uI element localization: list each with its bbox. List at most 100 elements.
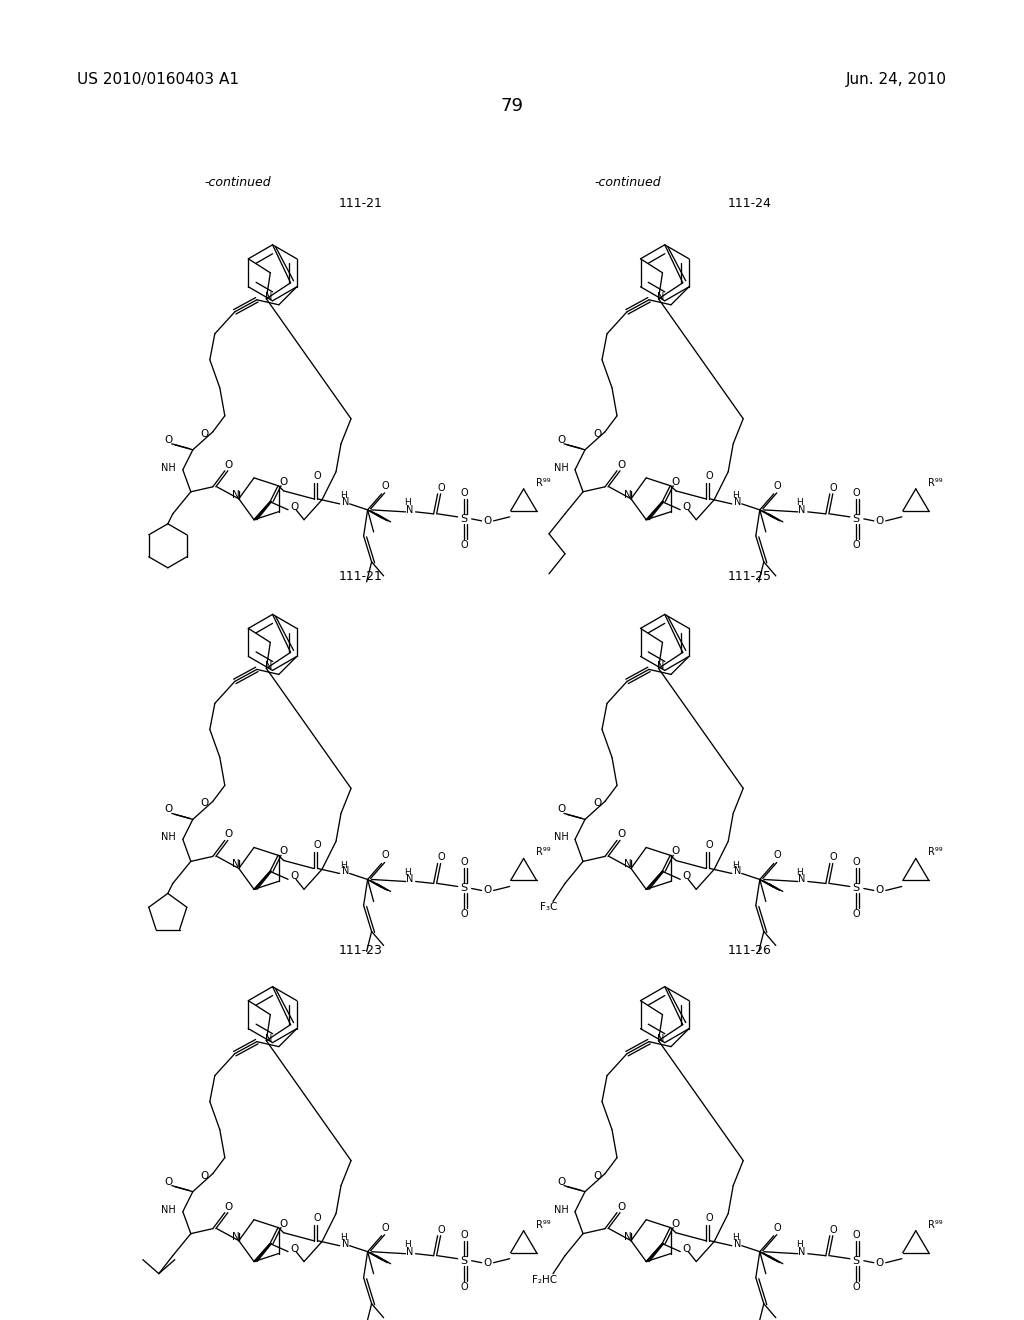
Text: O: O [706, 841, 714, 850]
Text: 111-23: 111-23 [339, 944, 382, 957]
Text: O: O [165, 1176, 173, 1187]
Text: N: N [625, 1232, 632, 1242]
Text: H: H [340, 861, 347, 870]
Text: N: N [232, 1232, 240, 1242]
Text: H: H [404, 499, 411, 507]
Text: N: N [406, 504, 414, 515]
Text: O: O [593, 799, 601, 808]
Text: O: O [483, 1258, 492, 1267]
Text: N: N [798, 1246, 806, 1257]
Text: O: O [774, 480, 781, 491]
Text: H: H [797, 1241, 803, 1249]
Text: O: O [853, 1230, 860, 1239]
Text: NH: NH [554, 1205, 568, 1214]
Text: O: O [461, 858, 468, 867]
Text: 111-21: 111-21 [339, 197, 382, 210]
Text: R⁹⁹: R⁹⁹ [537, 1220, 551, 1230]
Text: N: N [625, 490, 632, 500]
Text: O: O [616, 459, 625, 470]
Text: -continued: -continued [594, 176, 662, 189]
Text: O: O [774, 1222, 781, 1233]
Text: O: O [853, 540, 860, 550]
Text: N: N [232, 490, 240, 500]
Text: N: N [264, 661, 272, 672]
Text: O: O [438, 1225, 445, 1234]
Text: S: S [852, 1255, 859, 1266]
Text: R⁹⁹: R⁹⁹ [537, 847, 551, 858]
Text: O: O [461, 909, 468, 920]
Text: O: O [830, 1225, 838, 1234]
Text: NH: NH [162, 463, 176, 473]
Text: H: H [797, 869, 803, 876]
Text: 111-21: 111-21 [339, 570, 382, 583]
Text: N: N [656, 292, 665, 302]
Text: O: O [671, 477, 679, 487]
Text: O: O [671, 846, 679, 857]
Text: O: O [593, 1171, 601, 1180]
Text: O: O [853, 858, 860, 867]
Text: O: O [224, 829, 232, 840]
Text: H: H [340, 1233, 347, 1242]
Text: O: O [279, 1218, 287, 1229]
Text: O: O [461, 1230, 468, 1239]
Text: N: N [342, 866, 349, 876]
Text: H: H [732, 491, 739, 500]
Text: 79: 79 [501, 96, 523, 115]
Text: O: O [853, 1282, 860, 1292]
Text: O: O [593, 429, 601, 438]
Text: S: S [460, 513, 467, 524]
Text: F₃C: F₃C [540, 903, 557, 912]
Text: O: O [706, 1213, 714, 1222]
Text: O: O [224, 1201, 232, 1212]
Text: N: N [406, 874, 414, 884]
Text: O: O [382, 850, 389, 861]
Text: O: O [313, 841, 322, 850]
Text: H: H [732, 861, 739, 870]
Text: O: O [461, 1282, 468, 1292]
Text: H: H [732, 1233, 739, 1242]
Text: O: O [682, 502, 690, 512]
Text: O: O [290, 1243, 298, 1254]
Text: R⁹⁹: R⁹⁹ [929, 1220, 943, 1230]
Text: N: N [406, 1246, 414, 1257]
Text: N: N [342, 496, 349, 507]
Text: O: O [830, 483, 838, 492]
Text: O: O [461, 540, 468, 550]
Text: O: O [438, 483, 445, 492]
Text: NH: NH [162, 1205, 176, 1214]
Text: NH: NH [554, 833, 568, 842]
Text: N: N [264, 1034, 272, 1044]
Text: H: H [404, 1241, 411, 1249]
Text: S: S [852, 883, 859, 894]
Text: O: O [853, 909, 860, 920]
Text: O: O [382, 1222, 389, 1233]
Text: O: O [557, 804, 565, 814]
Text: O: O [616, 829, 625, 840]
Text: O: O [876, 1258, 884, 1267]
Text: O: O [290, 871, 298, 882]
Text: O: O [224, 459, 232, 470]
Text: O: O [438, 853, 445, 862]
Text: O: O [876, 516, 884, 525]
Text: N: N [264, 292, 272, 302]
Text: Jun. 24, 2010: Jun. 24, 2010 [846, 71, 947, 87]
Text: O: O [483, 516, 492, 525]
Text: O: O [279, 846, 287, 857]
Text: N: N [656, 1034, 665, 1044]
Text: NH: NH [554, 463, 568, 473]
Text: R⁹⁹: R⁹⁹ [929, 847, 943, 858]
Text: N: N [734, 1238, 741, 1249]
Text: O: O [201, 799, 209, 808]
Text: O: O [483, 886, 492, 895]
Text: O: O [671, 1218, 679, 1229]
Text: R⁹⁹: R⁹⁹ [929, 478, 943, 488]
Text: N: N [342, 1238, 349, 1249]
Text: O: O [201, 429, 209, 438]
Text: 111-24: 111-24 [728, 197, 771, 210]
Text: O: O [290, 502, 298, 512]
Text: NH: NH [162, 833, 176, 842]
Text: O: O [461, 488, 468, 498]
Text: O: O [382, 480, 389, 491]
Text: 111-26: 111-26 [728, 944, 771, 957]
Text: N: N [734, 496, 741, 507]
